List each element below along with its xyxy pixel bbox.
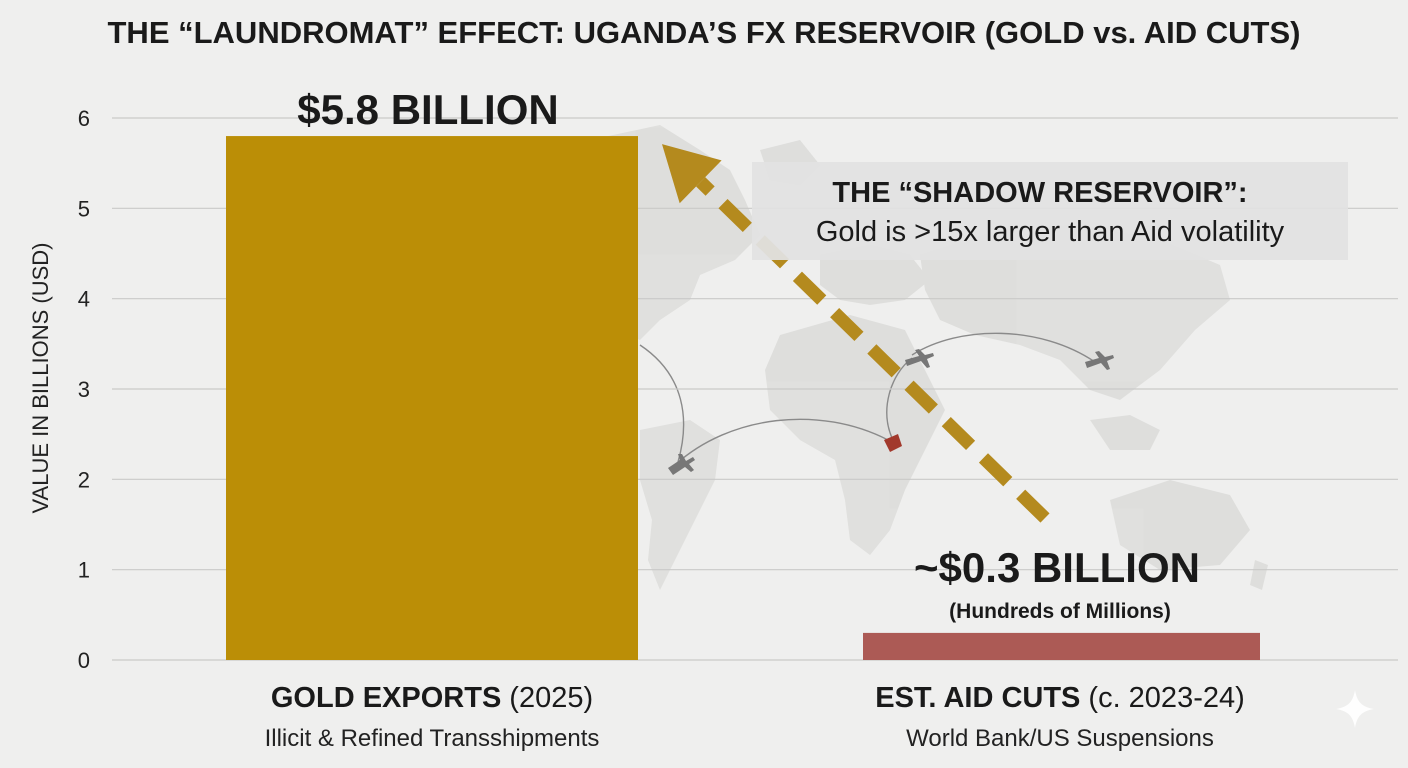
y-tick-label: 0 [78, 648, 90, 673]
y-tick-label: 1 [78, 558, 90, 583]
bar-gold-exports [226, 136, 638, 661]
arrow-head [662, 144, 722, 204]
bar-value-label-aid: ~$0.3 BILLION [914, 544, 1200, 591]
uganda-marker-icon [884, 434, 902, 452]
annotation-title: THE “SHADOW RESERVOIR”: [832, 177, 1247, 209]
route-gulf-to-asia [911, 332, 1096, 363]
chart-title: THE “LAUNDROMAT” EFFECT: UGANDA’S FX RES… [108, 15, 1301, 50]
route-uganda-to-brazil [674, 418, 889, 466]
trade-routes [639, 332, 1096, 466]
category-name-aid: EST. AID CUTS [875, 682, 1080, 714]
map-africa [765, 315, 945, 555]
map-southeast-asia [1090, 415, 1160, 450]
annotation-background [752, 162, 1348, 260]
y-axis-ticks: 0 1 2 3 4 5 6 [78, 106, 90, 673]
y-axis-label: VALUE IN BILLIONS (USD) [28, 243, 53, 514]
annotation-arrow [662, 144, 1050, 523]
annotation-text: Gold is >15x larger than Aid volatility [816, 216, 1285, 248]
category-subtitle-gold: Illicit & Refined Transshipments [265, 725, 600, 752]
category-subtitle-aid: World Bank/US Suspensions [906, 725, 1214, 752]
category-period-aid: (c. 2023-24) [1088, 682, 1244, 714]
y-tick-label: 3 [78, 377, 90, 402]
map-australia [1110, 480, 1250, 570]
map-south-america [640, 420, 720, 590]
plane-icons [668, 349, 1114, 475]
category-label-gold: GOLD EXPORTS (2025) [271, 682, 593, 714]
plane-icon [668, 454, 695, 475]
category-label-aid: EST. AID CUTS (c. 2023-24) [875, 682, 1245, 714]
bar-aid-cuts [863, 632, 1260, 660]
category-period-gold: (2025) [509, 682, 593, 714]
y-tick-label: 2 [78, 467, 90, 492]
map-new-zealand [1250, 560, 1268, 590]
annotation-box: THE “SHADOW RESERVOIR”: Gold is >15x lar… [752, 162, 1348, 260]
bar-value-label-gold: $5.8 BILLION [297, 86, 558, 133]
y-tick-label: 5 [78, 196, 90, 221]
route-na-to-brazil [639, 344, 685, 463]
bars [226, 136, 1260, 661]
plane-icon [905, 349, 934, 368]
y-tick-label: 6 [78, 106, 90, 131]
route-uganda-to-gulf [886, 357, 913, 439]
arrow-shaft [696, 177, 1050, 523]
bar-value-sublabel-aid: (Hundreds of Millions) [949, 600, 1171, 623]
map-asia [920, 225, 1230, 400]
y-tick-label: 4 [78, 287, 90, 312]
plane-icon [1085, 351, 1114, 370]
sparkle-icon [1336, 690, 1374, 728]
category-name-gold: GOLD EXPORTS [271, 682, 501, 714]
